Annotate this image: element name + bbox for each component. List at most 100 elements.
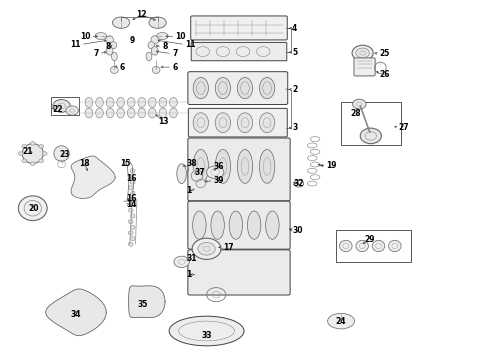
Text: 1: 1 <box>186 186 191 195</box>
Ellipse shape <box>229 211 243 239</box>
Ellipse shape <box>39 159 44 162</box>
Text: 32: 32 <box>293 179 303 188</box>
Ellipse shape <box>106 36 113 44</box>
Ellipse shape <box>148 108 156 118</box>
Polygon shape <box>46 289 106 336</box>
Ellipse shape <box>193 149 209 183</box>
Text: 2: 2 <box>292 85 297 94</box>
Ellipse shape <box>95 32 107 40</box>
Text: 33: 33 <box>201 332 212 341</box>
Text: 31: 31 <box>187 254 197 263</box>
FancyBboxPatch shape <box>354 58 375 76</box>
Text: 7: 7 <box>93 49 98 58</box>
Text: 11: 11 <box>70 40 81 49</box>
Ellipse shape <box>106 98 114 107</box>
Text: 1: 1 <box>186 270 191 279</box>
Ellipse shape <box>196 179 206 188</box>
Ellipse shape <box>192 238 221 259</box>
Ellipse shape <box>237 113 253 132</box>
Ellipse shape <box>138 108 146 118</box>
Ellipse shape <box>340 240 352 252</box>
Ellipse shape <box>148 98 156 107</box>
Text: 28: 28 <box>350 109 361 118</box>
Ellipse shape <box>96 98 103 107</box>
Ellipse shape <box>130 225 135 229</box>
Ellipse shape <box>30 141 35 145</box>
Ellipse shape <box>353 99 366 109</box>
Ellipse shape <box>22 144 43 163</box>
Ellipse shape <box>42 152 47 155</box>
Ellipse shape <box>128 220 133 224</box>
FancyBboxPatch shape <box>188 201 290 249</box>
Ellipse shape <box>266 211 279 239</box>
Ellipse shape <box>177 164 186 184</box>
Ellipse shape <box>112 52 117 61</box>
Ellipse shape <box>22 159 26 162</box>
Ellipse shape <box>352 45 373 61</box>
Ellipse shape <box>130 237 135 241</box>
Text: 39: 39 <box>214 176 224 185</box>
Bar <box>341 102 401 145</box>
Ellipse shape <box>247 211 261 239</box>
Bar <box>50 97 79 116</box>
Text: 38: 38 <box>186 158 197 167</box>
Ellipse shape <box>130 214 135 218</box>
Ellipse shape <box>85 108 93 118</box>
Ellipse shape <box>198 242 215 255</box>
Text: 15: 15 <box>120 158 130 167</box>
Ellipse shape <box>159 108 167 118</box>
Ellipse shape <box>22 145 26 148</box>
Ellipse shape <box>356 48 369 58</box>
Ellipse shape <box>215 77 231 99</box>
Ellipse shape <box>111 66 118 73</box>
Ellipse shape <box>193 113 209 132</box>
Ellipse shape <box>215 113 231 132</box>
Ellipse shape <box>127 98 135 107</box>
Ellipse shape <box>193 77 209 99</box>
Ellipse shape <box>18 152 23 155</box>
Text: 5: 5 <box>292 48 297 57</box>
Text: 25: 25 <box>379 49 390 58</box>
Text: 3: 3 <box>292 123 297 132</box>
FancyBboxPatch shape <box>191 16 287 40</box>
Text: 7: 7 <box>172 49 177 58</box>
Ellipse shape <box>127 108 135 118</box>
Ellipse shape <box>328 313 354 329</box>
Ellipse shape <box>18 196 47 221</box>
Ellipse shape <box>174 256 189 267</box>
Ellipse shape <box>66 106 78 115</box>
Ellipse shape <box>130 169 135 173</box>
Ellipse shape <box>259 149 275 183</box>
Text: 19: 19 <box>326 161 336 170</box>
Text: 13: 13 <box>158 117 169 126</box>
Ellipse shape <box>169 316 244 346</box>
Text: 30: 30 <box>292 226 302 235</box>
Ellipse shape <box>138 98 146 107</box>
Text: 6: 6 <box>119 63 124 72</box>
Ellipse shape <box>259 77 275 99</box>
Text: 16: 16 <box>126 174 137 183</box>
Text: 36: 36 <box>214 162 224 171</box>
Ellipse shape <box>207 166 224 179</box>
Ellipse shape <box>110 42 117 49</box>
Ellipse shape <box>39 145 44 148</box>
Ellipse shape <box>259 113 275 132</box>
Ellipse shape <box>106 47 113 55</box>
Ellipse shape <box>211 211 224 239</box>
Ellipse shape <box>130 180 135 184</box>
Ellipse shape <box>360 128 381 144</box>
Bar <box>336 230 411 262</box>
Text: 20: 20 <box>28 204 39 213</box>
Text: 11: 11 <box>185 40 196 49</box>
Text: 26: 26 <box>379 70 390 79</box>
Ellipse shape <box>106 108 114 118</box>
Text: 17: 17 <box>223 243 234 252</box>
Ellipse shape <box>193 211 206 239</box>
Ellipse shape <box>130 203 135 207</box>
Ellipse shape <box>117 108 124 118</box>
Ellipse shape <box>170 108 177 118</box>
FancyBboxPatch shape <box>191 42 287 61</box>
Text: 27: 27 <box>399 123 409 132</box>
Ellipse shape <box>128 231 133 235</box>
Ellipse shape <box>85 98 93 107</box>
